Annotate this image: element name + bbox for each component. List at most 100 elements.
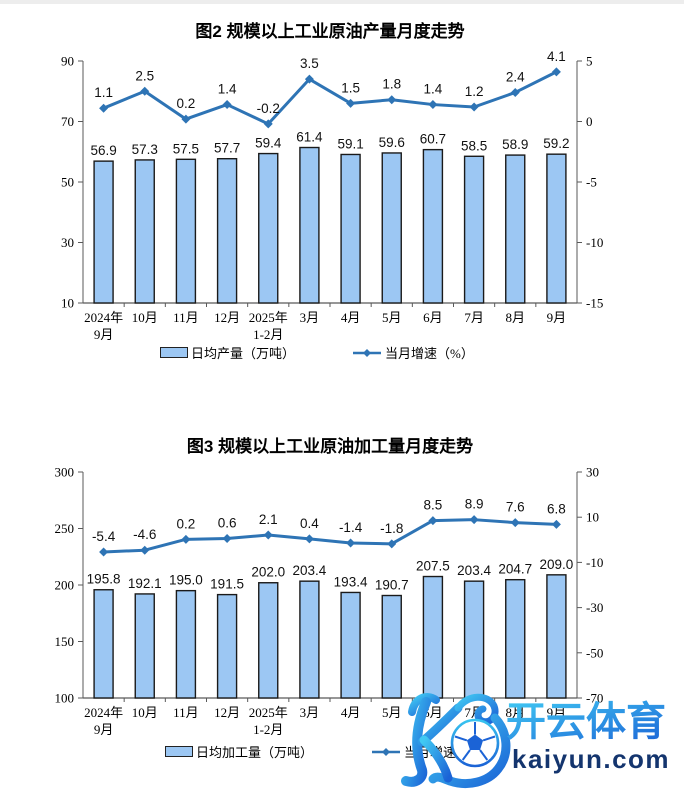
bar-swatch-icon bbox=[165, 746, 193, 757]
bar bbox=[93, 589, 114, 699]
x-label: 4月 bbox=[341, 310, 361, 325]
diamond-marker bbox=[304, 74, 314, 84]
x-label: 2024年 bbox=[84, 705, 123, 720]
line-label: 0.6 bbox=[218, 515, 237, 530]
line-label: 4.1 bbox=[547, 49, 566, 64]
diamond-marker bbox=[140, 545, 150, 555]
line-label: 2.1 bbox=[259, 512, 278, 527]
line-label: -0.2 bbox=[257, 101, 280, 116]
line-label: -1.8 bbox=[380, 521, 403, 536]
line-label: 1.5 bbox=[341, 80, 360, 95]
line-label: -5.4 bbox=[92, 529, 116, 544]
x-label: 12月 bbox=[214, 705, 240, 720]
line-label: 2.4 bbox=[506, 69, 525, 84]
line-label: 7.6 bbox=[506, 500, 525, 515]
legend-diamond bbox=[382, 747, 390, 756]
left-tick-label: 30 bbox=[61, 235, 74, 250]
figure3-title: 图3 规模以上工业原油加工量月度走势 bbox=[186, 437, 474, 456]
diamond-marker bbox=[469, 515, 479, 525]
right-tick-label: -50 bbox=[586, 645, 603, 660]
left-tick-label: 300 bbox=[55, 465, 75, 480]
figure2-title: 图2 规模以上工业原油产量月度走势 bbox=[195, 22, 465, 41]
x-label: 3月 bbox=[300, 705, 320, 720]
bar bbox=[381, 152, 402, 304]
x-label: 11月 bbox=[173, 310, 199, 325]
line-label: 1.2 bbox=[465, 84, 484, 99]
line-label: 0.2 bbox=[177, 96, 196, 111]
line-marker-icon bbox=[372, 747, 400, 756]
right-tick-label: 5 bbox=[586, 54, 593, 69]
line-label: 2.5 bbox=[135, 68, 154, 83]
bar bbox=[175, 589, 197, 699]
bar bbox=[299, 146, 320, 304]
right-tick-label: -15 bbox=[586, 296, 603, 311]
line-label: 1.4 bbox=[218, 82, 237, 97]
line-label: -4.6 bbox=[133, 527, 156, 542]
x-label: 5月 bbox=[382, 310, 402, 325]
bar-label: 57.7 bbox=[214, 141, 240, 156]
bar bbox=[340, 591, 361, 699]
bar bbox=[381, 594, 402, 699]
line-label: 6.8 bbox=[547, 501, 566, 516]
legend-line-label: 当月增速（%） bbox=[385, 346, 474, 361]
x-label: 1-2月 bbox=[253, 722, 283, 737]
right-tick-label: 0 bbox=[586, 114, 593, 129]
bar bbox=[340, 153, 361, 304]
x-label: 3月 bbox=[300, 310, 320, 325]
line-marker-icon bbox=[353, 348, 381, 357]
bar-label: 203.4 bbox=[293, 563, 327, 578]
line-label: 0.2 bbox=[177, 516, 196, 531]
x-label: 9月 bbox=[547, 310, 567, 325]
bar-label: 57.5 bbox=[173, 141, 199, 156]
right-tick-label: -30 bbox=[586, 600, 603, 615]
x-label: 2025年 bbox=[249, 310, 288, 325]
x-label: 2024年 bbox=[84, 310, 123, 325]
bar bbox=[422, 575, 444, 699]
diamond-marker bbox=[99, 547, 109, 557]
x-label: 7月 bbox=[464, 705, 484, 720]
diamond-marker bbox=[222, 533, 232, 543]
legend-bar-label: 日均产量（万吨） bbox=[191, 346, 296, 361]
line-label: 0.4 bbox=[300, 516, 319, 531]
bar bbox=[258, 582, 279, 699]
right-tick-label: 30 bbox=[586, 465, 599, 480]
bar-label: 60.7 bbox=[420, 132, 446, 147]
x-label: 9月 bbox=[94, 327, 114, 342]
bar-label: 193.4 bbox=[334, 574, 368, 589]
x-label: 10月 bbox=[132, 705, 158, 720]
x-label: 9月 bbox=[547, 705, 567, 720]
diamond-marker bbox=[510, 87, 520, 97]
left-tick-label: 70 bbox=[61, 114, 74, 129]
x-label: 8月 bbox=[505, 705, 525, 720]
bar bbox=[258, 152, 279, 304]
bar-label: 203.4 bbox=[457, 563, 491, 578]
x-label: 6月 bbox=[423, 310, 443, 325]
diamond-marker bbox=[181, 114, 191, 124]
x-label: 12月 bbox=[214, 310, 240, 325]
left-tick-label: 250 bbox=[55, 521, 75, 536]
legend-diamond bbox=[363, 348, 371, 357]
bar-label: 57.3 bbox=[132, 142, 158, 157]
x-label: 2025年 bbox=[249, 705, 288, 720]
bar bbox=[175, 158, 197, 304]
bar-label: 58.9 bbox=[502, 137, 528, 152]
bar-label: 195.8 bbox=[87, 572, 121, 587]
x-label: 7月 bbox=[464, 310, 484, 325]
line-label: 1.4 bbox=[424, 82, 443, 97]
diamond-marker bbox=[428, 100, 438, 110]
figure2-legend: 日均产量（万吨） 当月增速（%） bbox=[0, 343, 684, 361]
trend-line bbox=[103, 70, 558, 126]
bar bbox=[463, 580, 485, 699]
line-label: 8.5 bbox=[424, 498, 443, 513]
left-tick-label: 50 bbox=[61, 175, 74, 190]
bar bbox=[422, 148, 444, 304]
bar-label: 56.9 bbox=[90, 143, 116, 158]
bar-label: 58.5 bbox=[461, 138, 487, 153]
bar bbox=[299, 580, 320, 699]
line-label: -1.4 bbox=[339, 520, 363, 535]
legend-item-line: 当月增速（%） bbox=[371, 742, 493, 761]
bar bbox=[134, 159, 155, 304]
figure3-legend: 日均加工量（万吨） 当月增速（%） bbox=[0, 742, 684, 760]
